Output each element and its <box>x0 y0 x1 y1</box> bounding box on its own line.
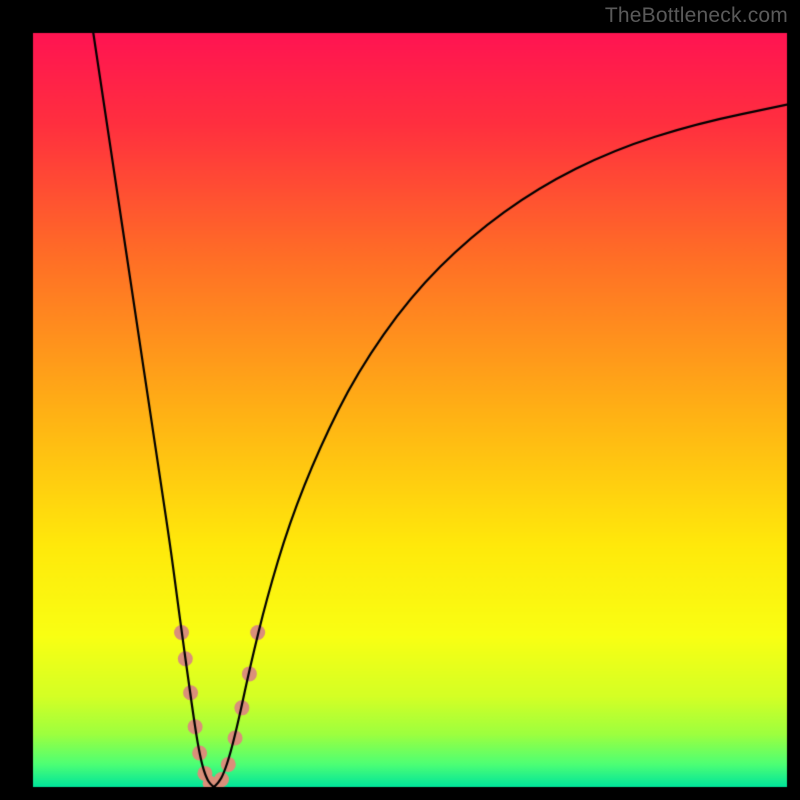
chart-stage: TheBottleneck.com <box>0 0 800 800</box>
bottleneck-curve-chart <box>0 0 800 800</box>
watermark-text: TheBottleneck.com <box>605 4 788 28</box>
